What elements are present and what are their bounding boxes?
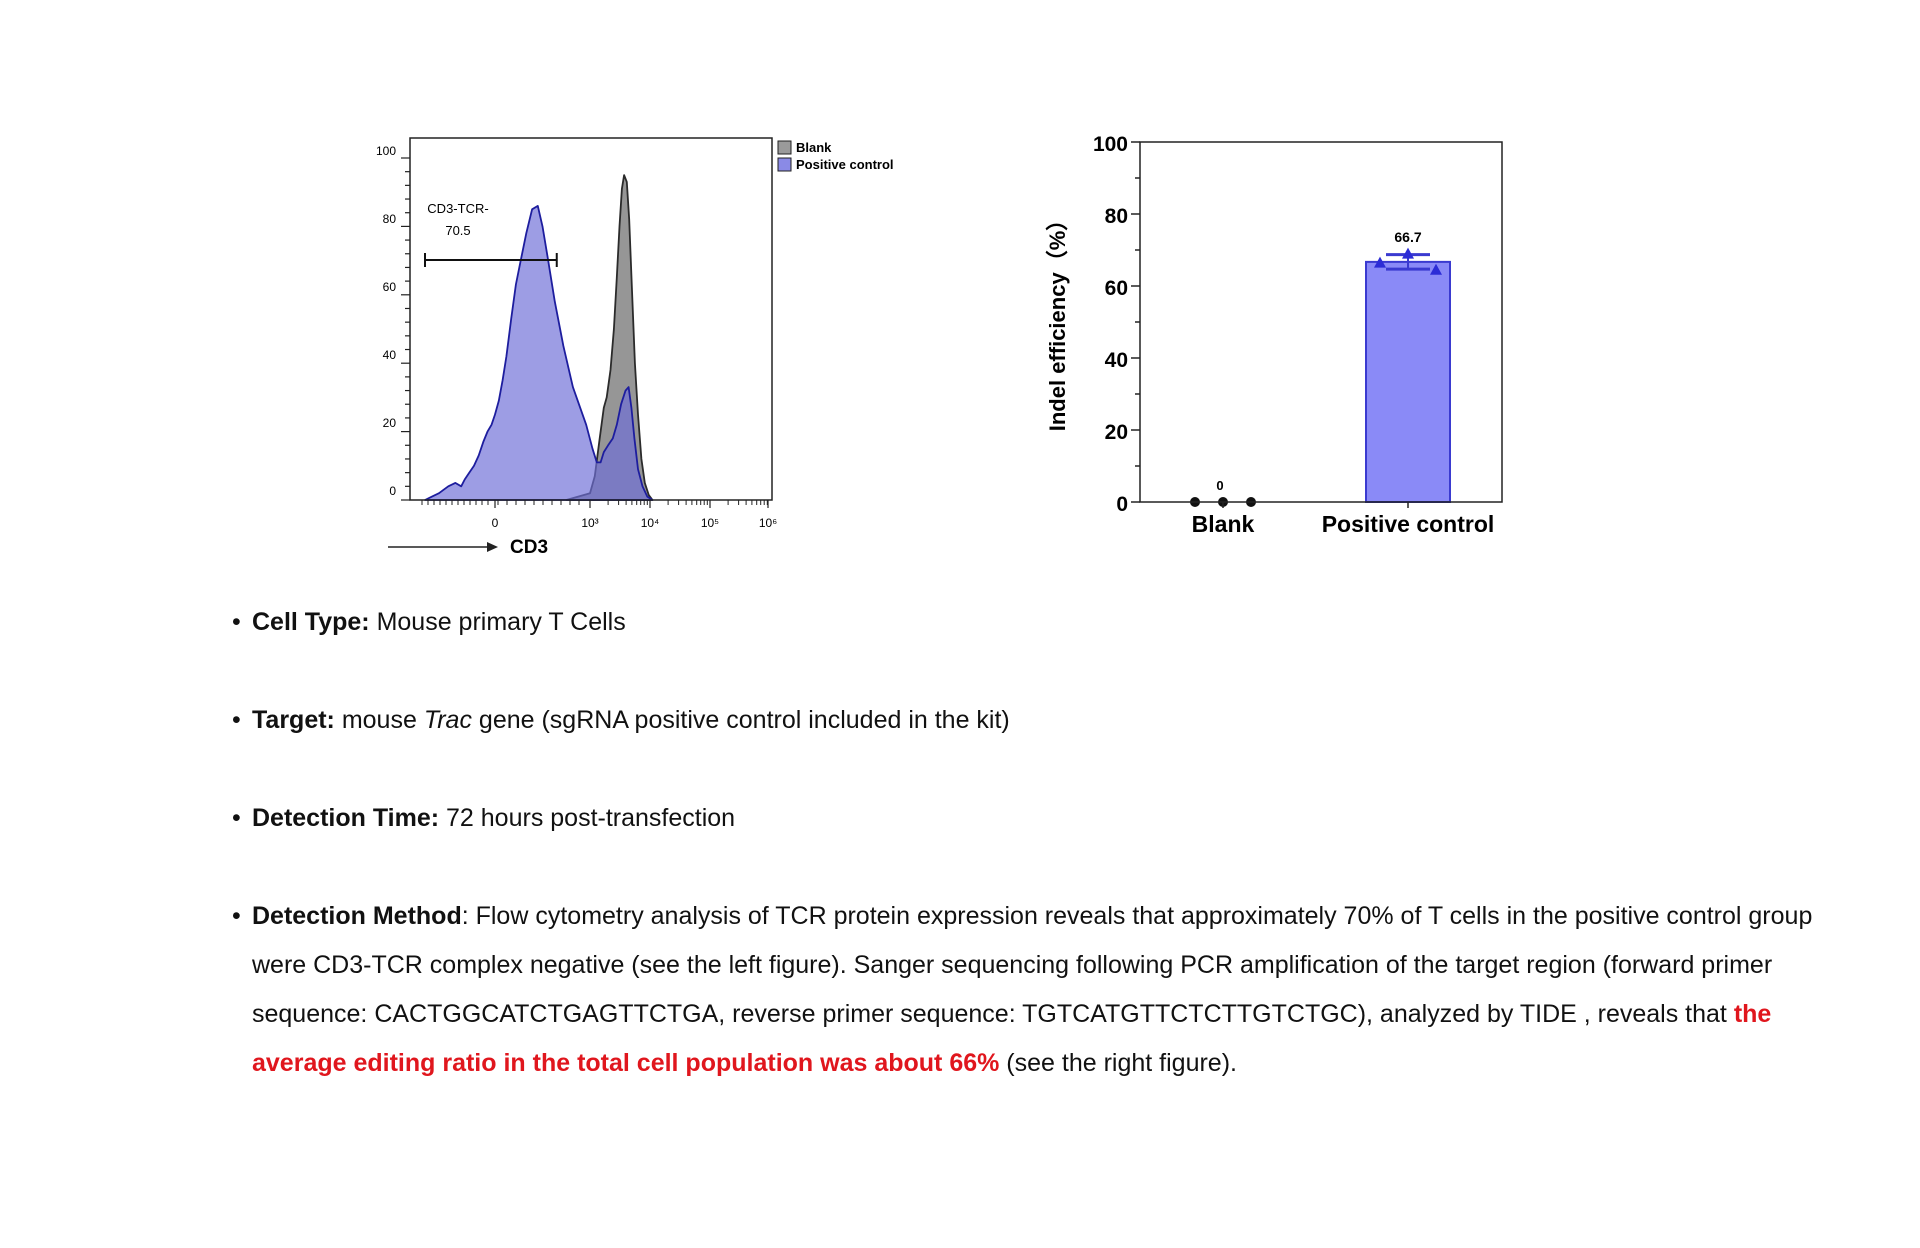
bar-value-label-positive: 66.7 bbox=[1394, 229, 1421, 245]
flow-cytometry-histogram: 0 20 40 60 80 100 0 10³ 10⁴ 10⁵ 10⁶ CD3 … bbox=[376, 137, 894, 558]
flow-y-tick-label: 80 bbox=[383, 212, 397, 226]
detection-time-value: 72 hours post-transfection bbox=[439, 804, 736, 832]
detection-method-highlight: the average editing ratio in the total c… bbox=[252, 1000, 1772, 1077]
bullet-target: • Target: mouse Trac gene (sgRNA positive… bbox=[232, 696, 1852, 745]
flow-y-tick-label: 60 bbox=[383, 280, 397, 294]
cell-type-label: Cell Type: bbox=[252, 608, 370, 636]
gate-label: CD3-TCR- bbox=[427, 201, 488, 216]
flow-legend: Blank Positive control bbox=[777, 140, 894, 172]
bar-y-tick-label: 100 bbox=[1093, 133, 1128, 156]
flow-x-tick-label: 10⁵ bbox=[701, 516, 719, 530]
bar-y-tick-label: 60 bbox=[1105, 277, 1128, 300]
target-label: Target: bbox=[252, 706, 335, 734]
flow-x-tick-label: 10⁶ bbox=[759, 516, 777, 530]
bullet-symbol: • bbox=[232, 804, 241, 832]
bullet-detection-time: • Detection Time: 72 hours post-transfect… bbox=[232, 794, 1852, 843]
bar-plot-frame bbox=[1139, 141, 1503, 503]
flow-x-tick-label: 10⁴ bbox=[641, 516, 660, 530]
flow-x-tick-label: 0 bbox=[492, 516, 499, 530]
legend-label-positive: Positive control bbox=[796, 157, 894, 172]
bar-y-tick-label: 40 bbox=[1105, 349, 1128, 372]
bullet-cell-type: • Cell Type: Mouse primary T Cells bbox=[232, 598, 1852, 647]
flow-plot-frame bbox=[409, 137, 773, 501]
gate-marker bbox=[424, 253, 558, 267]
description-list: • Cell Type: Mouse primary T Cells • Targe… bbox=[232, 598, 1852, 1137]
target-text-after: gene (sgRNA positive control included in… bbox=[471, 706, 1010, 734]
bar-y-axis: 0 20 40 60 80 100 bbox=[1093, 133, 1140, 516]
bar-y-axis-label: Indel efficiency（%） bbox=[1045, 209, 1070, 432]
target-gene: Trac bbox=[423, 706, 472, 734]
flow-y-tick-label: 0 bbox=[389, 484, 396, 498]
flow-y-tick-label: 40 bbox=[383, 348, 397, 362]
bullet-detection-method: • Detection Method: Flow cytometry analys… bbox=[232, 892, 1852, 1088]
bullet-symbol: • bbox=[232, 902, 241, 930]
flow-y-tick-label: 20 bbox=[383, 416, 397, 430]
target-text-before: mouse bbox=[334, 706, 424, 734]
cell-type-value: Mouse primary T Cells bbox=[369, 608, 626, 636]
data-point bbox=[1374, 256, 1386, 268]
histogram-areas bbox=[424, 174, 654, 501]
bar-marks bbox=[1190, 247, 1451, 508]
detection-time-label: Detection Time: bbox=[252, 804, 440, 832]
bar-x-tick-label: Blank bbox=[1192, 511, 1255, 537]
flow-x-axis-label: CD3 bbox=[510, 537, 548, 558]
gate-value: 70.5 bbox=[445, 223, 470, 238]
flow-y-axis: 0 20 40 60 80 100 bbox=[376, 144, 410, 501]
bar-y-tick-label: 20 bbox=[1105, 421, 1128, 444]
bullet-symbol: • bbox=[232, 608, 241, 636]
flow-x-tick-label: 10³ bbox=[581, 516, 598, 530]
legend-swatch-positive bbox=[777, 157, 792, 172]
flow-y-tick-label: 100 bbox=[376, 144, 396, 158]
legend-label-blank: Blank bbox=[796, 140, 832, 155]
flow-x-axis: 0 10³ 10⁴ 10⁵ 10⁶ bbox=[421, 500, 777, 530]
detection-method-text: : Flow cytometry analysis of TCR protein… bbox=[252, 902, 1813, 1028]
bar-y-tick-label: 80 bbox=[1105, 205, 1128, 228]
data-point bbox=[1430, 263, 1442, 275]
bar-value-label-blank: 0 bbox=[1216, 478, 1223, 493]
histogram-positive-control bbox=[424, 205, 654, 501]
bar-positive-control bbox=[1365, 260, 1451, 503]
bar-y-tick-label: 0 bbox=[1116, 493, 1128, 516]
detection-method-label: Detection Method bbox=[252, 902, 462, 930]
indel-efficiency-bar-chart: Indel efficiency（%） 0 20 40 60 80 100 0 … bbox=[1045, 133, 1503, 537]
x-axis-arrow-head bbox=[487, 542, 498, 552]
legend-swatch-blank bbox=[777, 140, 792, 155]
bullet-symbol: • bbox=[232, 706, 241, 734]
data-point bbox=[1402, 247, 1414, 259]
detection-method-text-end: (see the right figure). bbox=[999, 1049, 1237, 1077]
bar-x-tick-label: Positive control bbox=[1322, 511, 1495, 537]
